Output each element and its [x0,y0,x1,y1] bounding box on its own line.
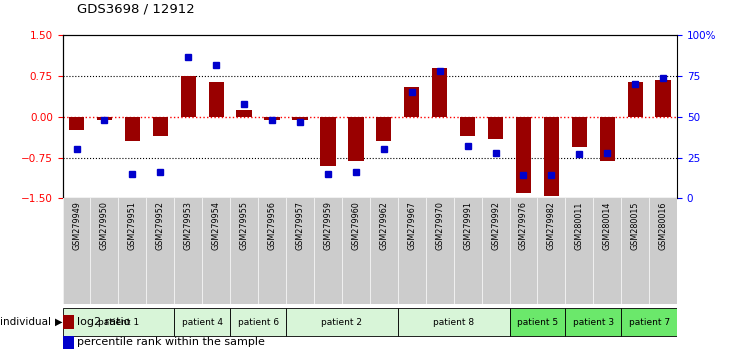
Text: percentile rank within the sample: percentile rank within the sample [77,337,265,348]
Text: GSM279959: GSM279959 [323,201,333,250]
Text: GSM279982: GSM279982 [547,201,556,250]
Bar [230,308,286,336]
Text: log2 ratio: log2 ratio [77,317,131,327]
Text: GSM279967: GSM279967 [407,201,417,250]
Bar [264,117,280,120]
Text: ▶: ▶ [55,317,63,327]
Text: GSM279956: GSM279956 [268,201,277,250]
Bar [236,110,252,117]
Bar [96,117,112,120]
Bar [69,117,84,130]
Bar [63,315,74,329]
Bar [152,117,168,136]
Text: GSM279991: GSM279991 [463,201,472,250]
Text: GSM279955: GSM279955 [240,201,249,250]
Text: individual: individual [0,317,51,327]
Text: GSM279949: GSM279949 [72,201,81,250]
Text: GSM280014: GSM280014 [603,201,612,250]
Bar [488,117,503,138]
Text: GSM280016: GSM280016 [659,201,668,250]
Bar [124,117,140,141]
Text: GDS3698 / 12912: GDS3698 / 12912 [77,3,195,16]
Text: GSM279950: GSM279950 [100,201,109,250]
Bar [572,117,587,147]
Text: patient 7: patient 7 [629,318,670,327]
Text: GSM279954: GSM279954 [212,201,221,250]
Text: GSM279952: GSM279952 [156,201,165,250]
Bar [63,308,174,336]
Bar [432,68,447,117]
Text: patient 5: patient 5 [517,318,558,327]
Text: patient 6: patient 6 [238,318,279,327]
Text: patient 3: patient 3 [573,318,614,327]
Bar [628,81,643,117]
Text: GSM280015: GSM280015 [631,201,640,250]
Bar [180,76,196,117]
Bar [565,308,621,336]
Text: patient 8: patient 8 [433,318,474,327]
Bar [656,80,670,117]
Bar [544,117,559,195]
Text: patient 1: patient 1 [98,318,139,327]
Text: GSM279960: GSM279960 [351,201,361,250]
Text: GSM279992: GSM279992 [491,201,500,250]
Bar [404,87,420,117]
Text: GSM280011: GSM280011 [575,201,584,250]
Text: GSM279976: GSM279976 [519,201,528,250]
Bar [516,117,531,193]
Bar [397,308,509,336]
Text: GSM279951: GSM279951 [128,201,137,250]
Bar [460,117,475,136]
Bar [509,308,565,336]
Bar [63,336,74,349]
Bar [348,117,364,161]
Text: patient 4: patient 4 [182,318,223,327]
Bar [292,117,308,120]
Bar [286,308,397,336]
Bar [600,117,615,161]
Bar [174,308,230,336]
Text: GSM279970: GSM279970 [435,201,445,250]
Text: patient 2: patient 2 [322,318,362,327]
Bar [376,117,392,141]
Text: GSM279957: GSM279957 [295,201,305,250]
Text: GSM279962: GSM279962 [379,201,389,250]
Bar [320,117,336,166]
Bar [208,81,224,117]
Text: GSM279953: GSM279953 [184,201,193,250]
Bar [621,308,677,336]
